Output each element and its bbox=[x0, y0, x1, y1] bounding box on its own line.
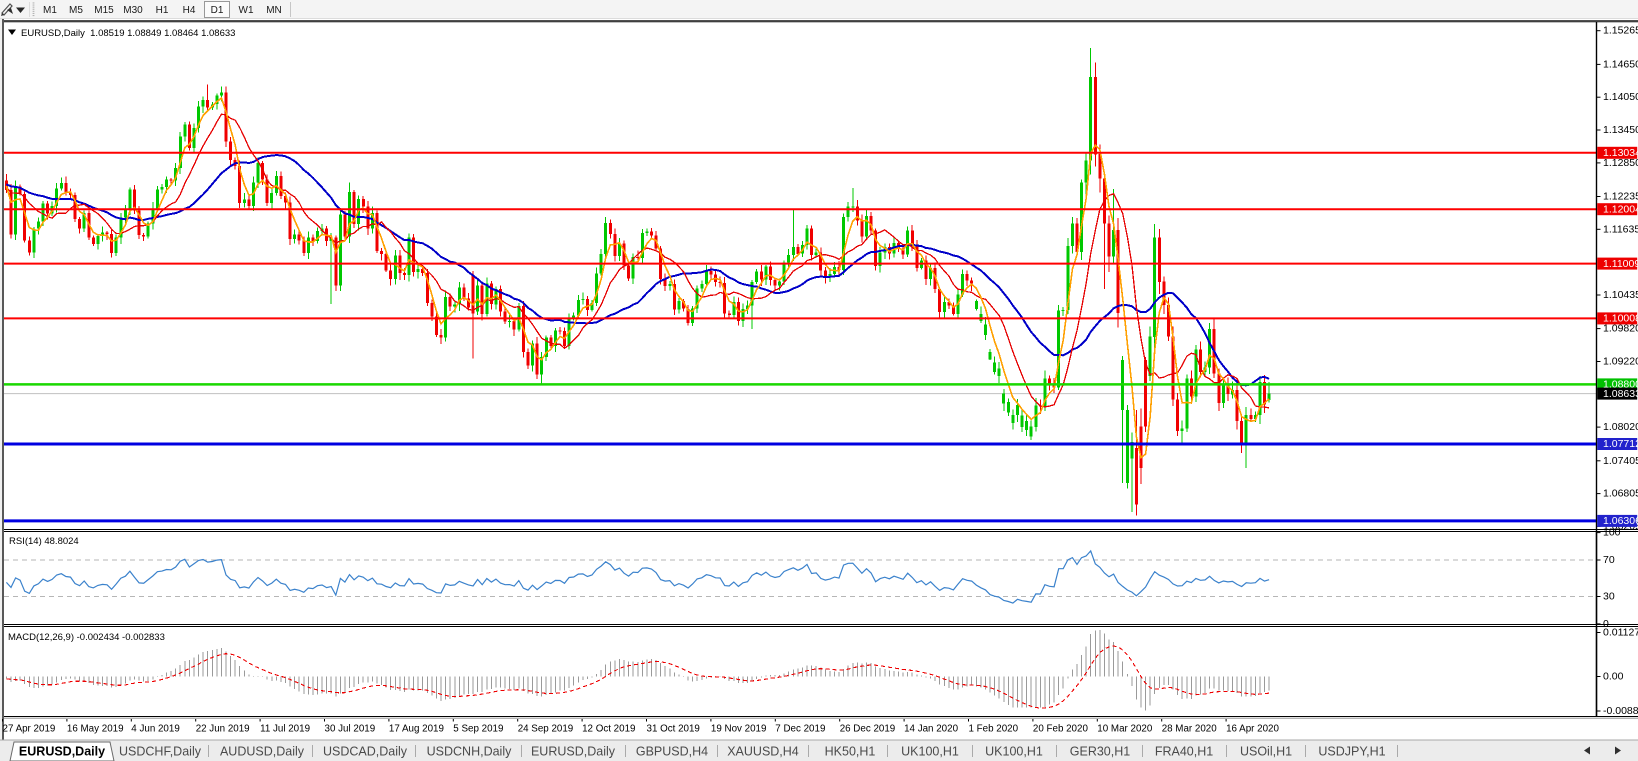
svg-text:H4: H4 bbox=[183, 5, 196, 16]
svg-text:0: 0 bbox=[1603, 618, 1609, 630]
svg-text:1.13450: 1.13450 bbox=[1603, 124, 1638, 136]
svg-text:1.15265: 1.15265 bbox=[1603, 25, 1638, 37]
svg-text:1.09220: 1.09220 bbox=[1603, 356, 1638, 368]
svg-text:1.08633: 1.08633 bbox=[1603, 388, 1638, 400]
svg-text:100: 100 bbox=[1603, 527, 1621, 539]
svg-text:RSI(14) 48.8024: RSI(14) 48.8024 bbox=[9, 536, 79, 547]
svg-text:XAUUSD,H4: XAUUSD,H4 bbox=[727, 745, 799, 759]
svg-text:1.12004: 1.12004 bbox=[1603, 203, 1638, 215]
svg-text:UK100,H1: UK100,H1 bbox=[985, 745, 1043, 759]
svg-text:12 Oct 2019: 12 Oct 2019 bbox=[582, 724, 635, 735]
svg-text:7 Dec 2019: 7 Dec 2019 bbox=[775, 724, 825, 735]
svg-text:1.06805: 1.06805 bbox=[1603, 488, 1638, 500]
svg-text:1.09820: 1.09820 bbox=[1603, 323, 1638, 335]
svg-text:70: 70 bbox=[1603, 554, 1615, 566]
svg-text:M30: M30 bbox=[123, 5, 143, 16]
svg-text:16 Apr 2020: 16 Apr 2020 bbox=[1226, 724, 1279, 735]
svg-text:M1: M1 bbox=[43, 5, 57, 16]
svg-text:0.00: 0.00 bbox=[1603, 671, 1624, 683]
svg-text:30 Jul 2019: 30 Jul 2019 bbox=[325, 724, 376, 735]
svg-text:W1: W1 bbox=[239, 5, 254, 16]
svg-text:22 Jun 2019: 22 Jun 2019 bbox=[196, 724, 250, 735]
svg-text:24 Sep 2019: 24 Sep 2019 bbox=[518, 724, 574, 735]
svg-text:20 Feb 2020: 20 Feb 2020 bbox=[1033, 724, 1089, 735]
svg-text:M5: M5 bbox=[69, 5, 83, 16]
svg-text:1.12850: 1.12850 bbox=[1603, 157, 1638, 169]
svg-text:1.10435: 1.10435 bbox=[1603, 289, 1638, 301]
svg-text:USDCNH,Daily: USDCNH,Daily bbox=[427, 745, 512, 759]
svg-text:USDCHF,Daily: USDCHF,Daily bbox=[119, 745, 202, 759]
svg-text:1.14050: 1.14050 bbox=[1603, 91, 1638, 103]
svg-text:1 Feb 2020: 1 Feb 2020 bbox=[969, 724, 1019, 735]
svg-text:28 Mar 2020: 28 Mar 2020 bbox=[1162, 724, 1218, 735]
svg-text:1.08020: 1.08020 bbox=[1603, 421, 1638, 433]
svg-text:19 Nov 2019: 19 Nov 2019 bbox=[711, 724, 767, 735]
svg-text:1.12235: 1.12235 bbox=[1603, 191, 1638, 203]
svg-text:UK100,H1: UK100,H1 bbox=[901, 745, 959, 759]
svg-text:10 Mar 2020: 10 Mar 2020 bbox=[1097, 724, 1153, 735]
svg-text:1.10008: 1.10008 bbox=[1603, 313, 1638, 325]
svg-text:1.11635: 1.11635 bbox=[1603, 223, 1638, 235]
svg-text:AUDUSD,Daily: AUDUSD,Daily bbox=[220, 745, 305, 759]
svg-text:USOil,H1: USOil,H1 bbox=[1240, 745, 1292, 759]
svg-text:M15: M15 bbox=[94, 5, 114, 16]
svg-text:EURUSD,Daily: EURUSD,Daily bbox=[531, 745, 616, 759]
svg-text:4 Jun 2019: 4 Jun 2019 bbox=[131, 724, 179, 735]
svg-text:H1: H1 bbox=[156, 5, 169, 16]
svg-text:30: 30 bbox=[1603, 591, 1615, 603]
svg-text:GBPUSD,H4: GBPUSD,H4 bbox=[636, 745, 708, 759]
svg-text:GER30,H1: GER30,H1 bbox=[1070, 745, 1130, 759]
svg-text:USDCAD,Daily: USDCAD,Daily bbox=[323, 745, 408, 759]
svg-text:1.07712: 1.07712 bbox=[1603, 438, 1638, 450]
svg-text:EURUSD,Daily 1.08519 1.08849: EURUSD,Daily 1.08519 1.08849 1.08464 1.0… bbox=[21, 28, 235, 39]
svg-text:D1: D1 bbox=[211, 5, 224, 16]
svg-text:1.13034: 1.13034 bbox=[1603, 147, 1638, 159]
svg-text:-0.008843: -0.008843 bbox=[1603, 705, 1638, 717]
svg-text:HK50,H1: HK50,H1 bbox=[825, 745, 876, 759]
svg-text:5 Sep 2019: 5 Sep 2019 bbox=[453, 724, 503, 735]
svg-text:1.07405: 1.07405 bbox=[1603, 455, 1638, 467]
svg-text:1.14650: 1.14650 bbox=[1603, 58, 1638, 70]
svg-text:MN: MN bbox=[266, 5, 282, 16]
svg-text:11 Jul 2019: 11 Jul 2019 bbox=[260, 724, 310, 735]
svg-text:FRA40,H1: FRA40,H1 bbox=[1155, 745, 1213, 759]
svg-text:31 Oct 2019: 31 Oct 2019 bbox=[647, 724, 700, 735]
svg-text:EURUSD,Daily: EURUSD,Daily bbox=[19, 745, 105, 759]
svg-text:1.11009: 1.11009 bbox=[1603, 258, 1638, 270]
svg-text:16 May 2019: 16 May 2019 bbox=[67, 724, 124, 735]
svg-text:26 Dec 2019: 26 Dec 2019 bbox=[840, 724, 896, 735]
svg-text:MACD(12,26,9) -0.002434 -0.002: MACD(12,26,9) -0.002434 -0.002833 bbox=[8, 632, 165, 643]
svg-text:17 Aug 2019: 17 Aug 2019 bbox=[389, 724, 444, 735]
svg-text:27 Apr 2019: 27 Apr 2019 bbox=[3, 724, 56, 735]
svg-text:USDJPY,H1: USDJPY,H1 bbox=[1318, 745, 1385, 759]
svg-text:0.011277: 0.011277 bbox=[1603, 627, 1638, 639]
svg-text:14 Jan 2020: 14 Jan 2020 bbox=[904, 724, 958, 735]
svg-text:1.06306: 1.06306 bbox=[1603, 515, 1638, 527]
